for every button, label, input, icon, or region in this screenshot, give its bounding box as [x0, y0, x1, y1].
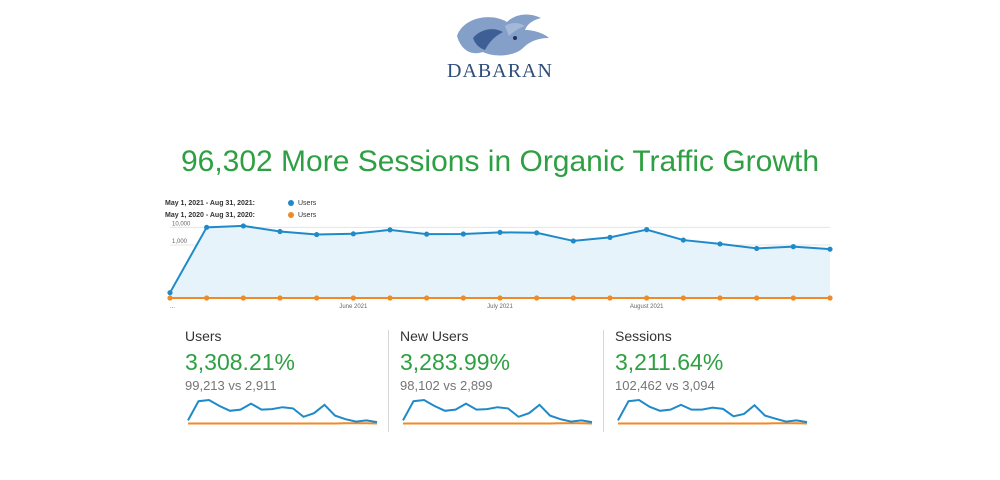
data-point-previous [350, 295, 356, 301]
card-comparison: 102,462 vs 3,094 [615, 378, 715, 393]
data-point-previous [167, 295, 173, 301]
data-point-previous [204, 295, 210, 301]
legend-range: May 1, 2020 - Aug 31, 2020: [165, 211, 256, 219]
sparkline-current [402, 398, 593, 424]
sparkline [617, 398, 808, 425]
brand-logo: DABARAN [420, 8, 580, 86]
data-point-previous [497, 295, 503, 301]
data-point-previous [424, 295, 430, 301]
card-comparison: 99,213 vs 2,911 [185, 378, 277, 393]
x-tick-label: August 2021 [630, 304, 664, 310]
data-point-current [680, 237, 686, 243]
card-comparison: 98,102 vs 2,899 [400, 378, 493, 393]
legend-dot-icon [288, 200, 294, 206]
data-point-previous [314, 295, 320, 301]
series-area [170, 225, 830, 298]
legend-dot-icon [288, 212, 294, 218]
chart-legend: May 1, 2021 - Aug 31, 2021: Users May 1,… [165, 197, 316, 221]
data-point-previous [827, 295, 833, 301]
card-title: Sessions [615, 328, 672, 344]
legend-label: Users [298, 199, 317, 207]
bull-logo-icon [457, 14, 549, 56]
x-tick-label: July 2021 [487, 304, 513, 310]
metric-card-new-users: New Users 3,283.99% 98,102 vs 2,899 [400, 328, 600, 433]
data-point-current [204, 224, 210, 230]
data-point-previous [790, 295, 796, 301]
legend-range: May 1, 2021 - Aug 31, 2021: [165, 199, 256, 207]
main-line-chart: 10,000 1,000... June 2021 July 2021 August 2… [167, 221, 833, 310]
data-point-current [497, 229, 503, 235]
y-tick-label: 1,000 [172, 239, 188, 245]
data-point-current [167, 290, 173, 296]
legend-item-previous: May 1, 2020 - Aug 31, 2020: Users [165, 209, 316, 221]
x-tick-label: June 2021 [339, 304, 368, 310]
card-divider [603, 330, 604, 432]
data-point-previous [570, 295, 576, 301]
x-tick-label: ... [170, 304, 175, 310]
card-percent-change: 3,211.64% [615, 349, 724, 375]
card-percent-change: 3,283.99% [400, 349, 510, 375]
data-point-current [424, 231, 430, 237]
brand-name: DABARAN [447, 60, 553, 82]
data-point-current [717, 241, 723, 247]
sparkline-current [617, 398, 808, 424]
data-point-previous [680, 295, 686, 301]
data-point-previous [277, 295, 283, 301]
legend-label: Users [298, 211, 317, 219]
data-point-current [644, 227, 650, 233]
headline: 96,302 More Sessions in Organic Traffic … [180, 145, 820, 178]
sparkline [402, 398, 593, 425]
card-percent-change: 3,308.21% [185, 349, 295, 375]
card-divider [388, 330, 389, 432]
data-point-previous [387, 295, 393, 301]
metric-card-sessions: Sessions 3,211.64% 102,462 vs 3,094 [615, 328, 815, 433]
sparkline [187, 398, 378, 425]
card-title: New Users [400, 328, 469, 344]
data-point-current [827, 246, 833, 252]
data-point-previous [240, 295, 246, 301]
data-point-current [570, 238, 576, 244]
data-point-previous [534, 295, 540, 301]
data-point-previous [460, 295, 466, 301]
data-point-current [460, 231, 466, 237]
y-tick-label: 10,000 [172, 221, 191, 227]
data-point-current [387, 227, 393, 233]
data-point-current [607, 234, 613, 240]
data-point-current [790, 244, 796, 250]
sparkline-current [187, 398, 378, 424]
data-point-previous [644, 295, 650, 301]
data-point-current [277, 228, 283, 235]
metric-card-users: Users 3,308.21% 99,213 vs 2,911 [185, 328, 385, 433]
card-title: Users [185, 328, 222, 344]
data-point-current [350, 231, 356, 237]
data-point-current [240, 223, 246, 229]
data-point-current [314, 231, 320, 238]
data-point-current [534, 230, 540, 236]
data-point-previous [607, 295, 613, 301]
data-point-previous [754, 295, 760, 301]
legend-item-current: May 1, 2021 - Aug 31, 2021: Users [165, 197, 316, 209]
data-point-previous [717, 295, 723, 301]
data-point-current [754, 245, 760, 252]
